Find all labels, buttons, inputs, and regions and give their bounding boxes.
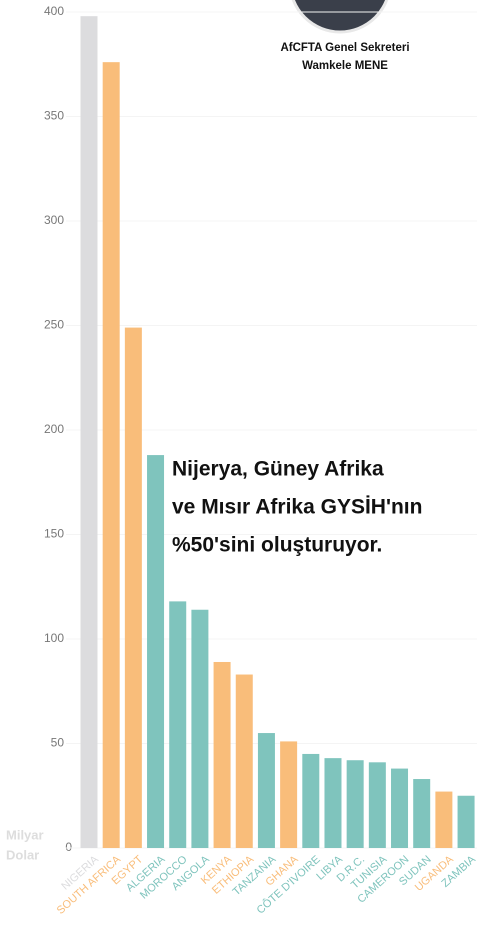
y-tick-label: 200 [44,422,64,436]
annotation: %50'sini oluşturuyor. [172,534,382,557]
y-tick-label: 0 [65,840,72,854]
annotation: Nijerya, Güney Afrika [172,458,384,481]
y-tick-label: 350 [44,109,64,123]
bar [280,741,298,848]
bar [235,674,253,848]
bar [124,327,142,849]
caption: Wamkele MENE [302,60,388,72]
bar [457,795,475,848]
bar [257,733,275,848]
bar [80,16,98,849]
y-tick-label: 150 [44,527,64,541]
portrait-ring [291,0,389,34]
annotation: ve Mısır Afrika GYSİH'nın [172,496,422,519]
y-tick-label: 250 [44,318,64,332]
portrait [293,0,387,32]
y-tick-label: 300 [44,213,64,227]
y-tick-label: 50 [51,736,65,750]
bar [213,661,231,848]
bar [302,753,320,848]
bar [324,758,342,848]
bar [368,762,386,848]
bar [391,768,409,848]
bar [413,779,431,848]
bar [346,760,364,848]
y-axis-label: Milyar [6,827,44,842]
caption: AfCFTA Genel Sekreteri [280,42,409,54]
bar [169,601,187,848]
y-axis-label: Dolar [6,847,39,862]
bar [147,455,165,848]
bar [435,791,453,848]
y-tick-label: 400 [44,4,64,18]
y-tick-label: 100 [44,631,64,645]
bar [102,62,120,849]
bar [191,609,209,848]
